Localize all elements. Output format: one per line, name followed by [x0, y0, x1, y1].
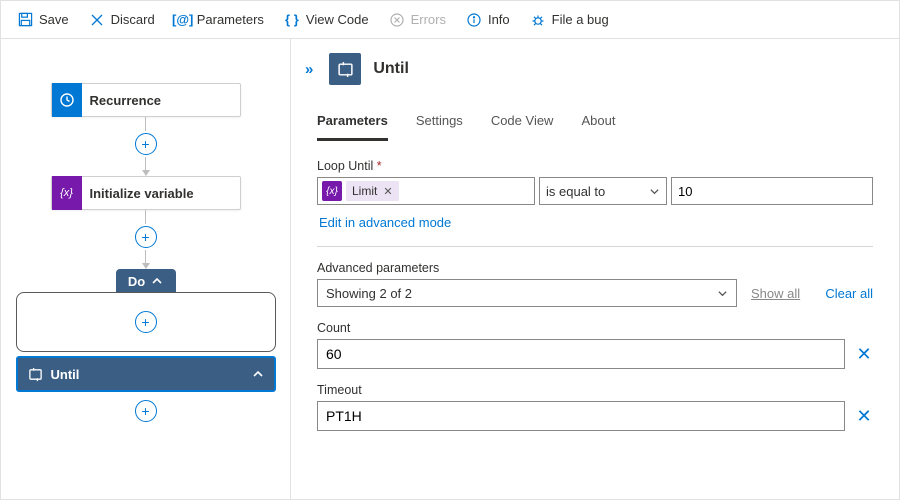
chevron-up-icon	[151, 275, 163, 287]
advanced-params-value: Showing 2 of 2	[326, 286, 412, 301]
add-step-button[interactable]: +	[135, 311, 157, 333]
parameters-label: Parameters	[197, 12, 264, 27]
operator-select[interactable]: is equal to	[539, 177, 667, 205]
info-icon	[466, 12, 482, 28]
info-button[interactable]: Info	[458, 8, 518, 32]
expression-chip-label: Limit	[352, 184, 377, 198]
tab-parameters[interactable]: Parameters	[317, 107, 388, 141]
tab-code-view[interactable]: Code View	[491, 107, 554, 140]
errors-label: Errors	[411, 12, 446, 27]
panel-tabs: Parameters Settings Code View About	[291, 91, 899, 141]
fx-icon: {x}	[322, 181, 342, 201]
show-all-link[interactable]: Show all	[751, 286, 800, 301]
loop-icon	[329, 53, 361, 85]
count-input[interactable]	[317, 339, 845, 369]
node-init-var-label: Initialize variable	[82, 186, 194, 201]
do-header[interactable]: Do	[116, 269, 176, 293]
save-icon	[17, 12, 33, 28]
node-recurrence[interactable]: Recurrence	[51, 83, 241, 117]
clock-icon	[52, 83, 82, 117]
chevron-down-icon	[717, 288, 728, 299]
tab-about[interactable]: About	[581, 107, 615, 140]
errors-icon	[389, 12, 405, 28]
info-label: Info	[488, 12, 510, 27]
bug-icon	[530, 12, 546, 28]
timeout-label: Timeout	[317, 379, 873, 401]
loop-body: +	[16, 292, 276, 352]
parameters-icon: [@]	[175, 12, 191, 28]
errors-button: Errors	[381, 8, 454, 32]
do-label: Do	[128, 274, 145, 289]
variable-icon: {x}	[52, 176, 82, 210]
workflow-canvas[interactable]: Recurrence + {x} Initialize variable + D…	[1, 39, 291, 499]
braces-icon: { }	[284, 12, 300, 28]
expression-chip[interactable]: Limit ✕	[346, 181, 399, 201]
file-bug-button[interactable]: File a bug	[522, 8, 617, 32]
clear-count-button[interactable]: ✕	[855, 344, 873, 365]
file-bug-label: File a bug	[552, 12, 609, 27]
timeout-input[interactable]	[317, 401, 845, 431]
loop-until-expression[interactable]: {x} Limit ✕	[317, 177, 535, 205]
clear-timeout-button[interactable]: ✕	[855, 406, 873, 427]
panel-title: Until	[373, 60, 409, 78]
properties-panel: » Until Parameters Settings Code View Ab…	[291, 39, 899, 499]
add-step-button[interactable]: +	[135, 226, 157, 248]
discard-icon	[89, 12, 105, 28]
collapse-panel-button[interactable]: »	[301, 61, 317, 78]
view-code-label: View Code	[306, 12, 369, 27]
save-label: Save	[39, 12, 69, 27]
designer-toolbar: Save Discard [@] Parameters { } View Cod…	[1, 1, 899, 39]
discard-button[interactable]: Discard	[81, 8, 163, 32]
discard-label: Discard	[111, 12, 155, 27]
loop-until-label: Loop Until *	[317, 155, 873, 177]
clear-all-link[interactable]: Clear all	[825, 286, 873, 301]
add-step-button[interactable]: +	[135, 400, 157, 422]
chevron-down-icon	[649, 186, 660, 197]
loop-icon	[28, 367, 43, 382]
parameters-button[interactable]: [@] Parameters	[167, 8, 272, 32]
edit-advanced-mode-link[interactable]: Edit in advanced mode	[317, 205, 451, 246]
node-until[interactable]: Until	[16, 356, 276, 392]
add-step-button[interactable]: +	[135, 133, 157, 155]
count-label: Count	[317, 317, 873, 339]
advanced-parameters-label: Advanced parameters	[317, 257, 873, 279]
node-until-label: Until	[51, 367, 80, 382]
node-initialize-variable[interactable]: {x} Initialize variable	[51, 176, 241, 210]
save-button[interactable]: Save	[9, 8, 77, 32]
advanced-params-select[interactable]: Showing 2 of 2	[317, 279, 737, 307]
remove-chip-button[interactable]: ✕	[383, 185, 392, 198]
chevron-up-icon	[252, 368, 264, 380]
comparison-value-input[interactable]	[671, 177, 873, 205]
operator-value: is equal to	[546, 184, 605, 199]
node-recurrence-label: Recurrence	[82, 93, 162, 108]
view-code-button[interactable]: { } View Code	[276, 8, 377, 32]
tab-settings[interactable]: Settings	[416, 107, 463, 140]
